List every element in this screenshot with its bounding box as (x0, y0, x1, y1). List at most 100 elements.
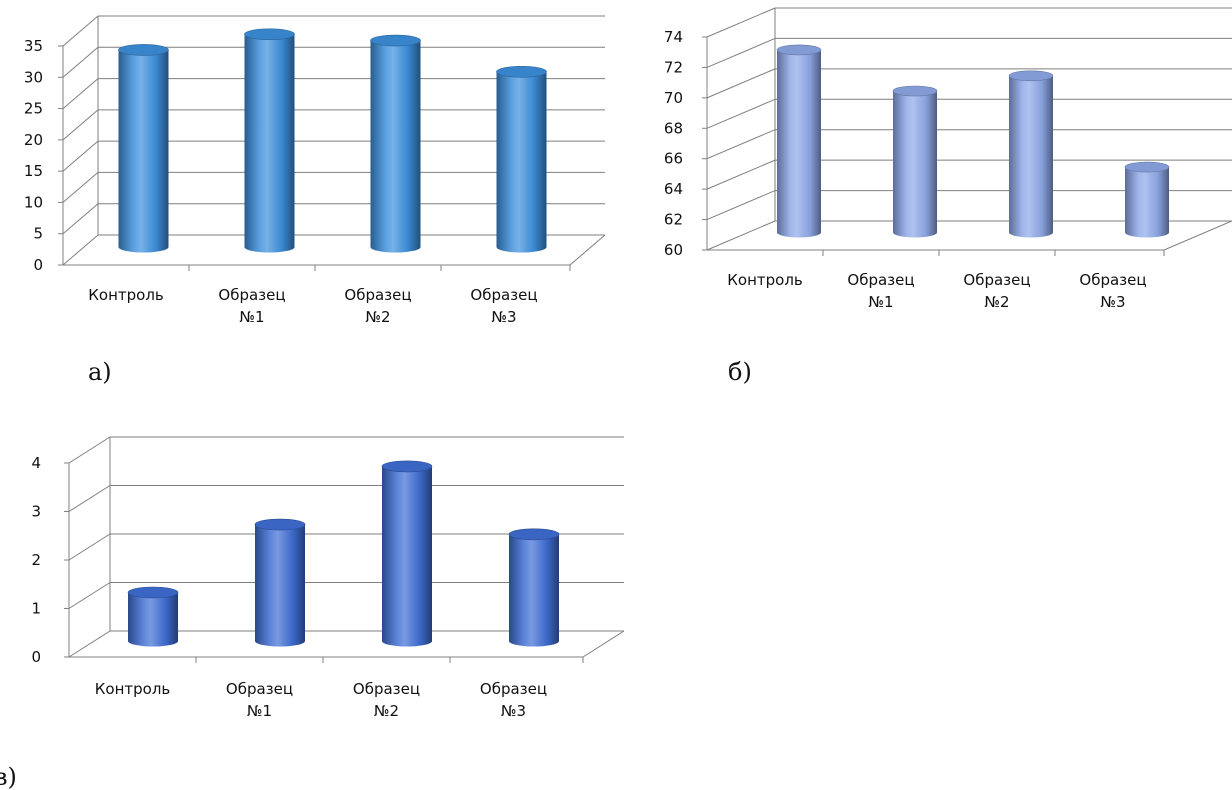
bar-body (496, 71, 547, 253)
chart-b: 60 62 64 66 68 70 72 74 Контроль Образец №1 Образец… (664, 7, 1232, 311)
bar (254, 518, 306, 647)
y-tick-label: 3 (31, 503, 41, 521)
bar-top (508, 528, 560, 541)
bar-body (382, 466, 432, 647)
bar-body (1009, 75, 1053, 238)
y-tick-label: 25 (24, 100, 43, 118)
bar-body (128, 592, 178, 647)
floor-edge (1163, 220, 1232, 251)
x-tick-label: Контроль (727, 271, 803, 289)
gridline-side (68, 485, 111, 512)
y-tick-label: 30 (24, 68, 43, 86)
x-tick-label: Образец №1 (847, 271, 914, 311)
bar-top (1124, 161, 1170, 173)
panel-label-a: а) (88, 358, 112, 386)
bar (370, 34, 421, 253)
y-tick-label: 1 (31, 600, 41, 618)
bar (496, 66, 547, 253)
y-tick-label: 35 (24, 37, 43, 55)
bar-body (244, 34, 295, 253)
bar-body (777, 49, 821, 238)
y-tick-label: 15 (24, 162, 43, 180)
bar (1124, 161, 1170, 238)
bar-body (1125, 167, 1169, 238)
bar-top (496, 66, 547, 78)
bar (118, 44, 169, 253)
gridline-side (62, 78, 99, 109)
panel-label-b: б) (728, 358, 752, 386)
gridline-side (706, 7, 776, 38)
gridline-side (706, 68, 776, 99)
y-tick-label: 72 (664, 58, 683, 76)
bar (1008, 70, 1054, 238)
gridline-side (706, 37, 776, 68)
x-tick-label: Контроль (95, 680, 171, 698)
y-tick-label: 20 (24, 131, 43, 149)
bar-top (127, 586, 179, 599)
bar-top (118, 44, 169, 56)
y-tick-label: 5 (33, 225, 43, 243)
y-tick-label: 66 (664, 150, 683, 168)
x-tick-label: Образец №2 (353, 680, 420, 720)
y-tick-label: 74 (664, 28, 683, 46)
gridline-side (62, 15, 99, 47)
bar (892, 85, 938, 238)
y-tick-label: 70 (664, 89, 683, 107)
gridline-side (62, 46, 99, 78)
y-tick-label: 0 (33, 256, 43, 274)
bar (381, 460, 433, 647)
gridline-side (68, 582, 111, 609)
gridline-side (68, 630, 111, 658)
x-tick-label: Контроль (88, 286, 164, 304)
x-tick-label: Образец №3 (480, 680, 547, 720)
x-tick-label: Образец №1 (226, 680, 293, 720)
bar-top (892, 85, 938, 97)
floor-edge (569, 234, 606, 266)
chart-a: 0 5 10 15 20 25 30 35 Контроль Образец №1 Образец №2… (24, 15, 606, 326)
x-tick-label: Образец №2 (963, 271, 1030, 311)
gridline-side (706, 220, 776, 251)
bar-body (255, 524, 305, 647)
gridline-side (706, 98, 776, 129)
bar-body (370, 40, 421, 253)
bar (776, 44, 822, 238)
gridline-side (68, 533, 111, 561)
bar-body (118, 49, 169, 253)
bar-top (381, 460, 433, 473)
x-tick-label: Образец №3 (470, 286, 537, 326)
bar (244, 28, 295, 253)
x-tick-label: Образец №2 (344, 286, 411, 326)
y-tick-label: 0 (31, 648, 41, 666)
gridline-side (62, 109, 99, 141)
chart-c: 0 1 2 3 4 Контроль Образец №1 Образец №2 Образец №3 (31, 436, 625, 720)
y-tick-label: 10 (24, 193, 43, 211)
bar (508, 528, 560, 647)
gridline-side (706, 129, 776, 160)
bar (127, 586, 179, 647)
gridline-side (706, 190, 776, 221)
y-tick-label: 62 (664, 211, 683, 229)
gridline-side (62, 172, 99, 203)
bar-body (509, 534, 559, 647)
gridline-side (62, 203, 99, 235)
bar-top (370, 34, 421, 47)
y-tick-label: 60 (664, 241, 683, 259)
bar-body (893, 91, 937, 238)
bar-top (244, 28, 295, 41)
bar-top (254, 518, 306, 531)
gridline-side (62, 140, 99, 172)
panel-label-c: в) (0, 763, 17, 790)
gridline-side (706, 159, 776, 190)
y-tick-label: 64 (664, 180, 683, 198)
floor-edge (582, 630, 625, 658)
bar-top (1008, 70, 1054, 82)
x-tick-label: Образец №3 (1079, 271, 1146, 311)
y-tick-label: 2 (31, 551, 41, 569)
x-tick-label: Образец №1 (218, 286, 285, 326)
gridline-side (68, 436, 111, 464)
gridline-side (62, 234, 99, 266)
bar-top (776, 44, 822, 56)
y-tick-label: 4 (31, 454, 41, 472)
y-tick-label: 68 (664, 119, 683, 137)
